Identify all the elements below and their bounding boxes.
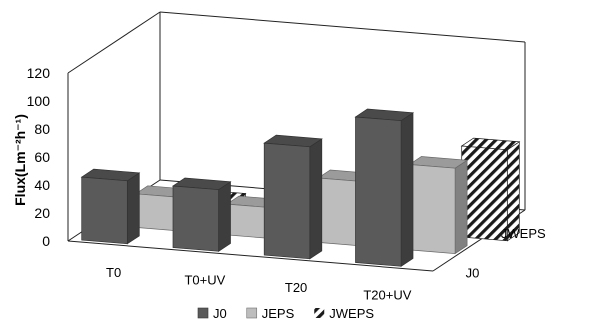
- bars-layer: [80, 108, 521, 267]
- bar-j0-t0-uv: [171, 177, 232, 252]
- legend-swatch-jeps: [246, 307, 258, 319]
- depth-axis-ticks: J0 JWEPS: [466, 226, 546, 280]
- legend: J0 JEPS JWEPS: [197, 306, 374, 321]
- bar-j0-t0: [80, 168, 141, 245]
- y-tick-label: 80: [34, 121, 50, 137]
- side-wall-top-edge: [67, 11, 161, 74]
- back-wall-top-edge: [159, 11, 526, 43]
- legend-label-j0: J0: [213, 306, 227, 321]
- y-tick-label: 40: [34, 177, 50, 193]
- legend-swatch-j0: [197, 307, 209, 319]
- legend-swatch-jweps: [314, 308, 325, 318]
- x-tick-label: T0: [106, 265, 121, 280]
- y-axis-ticks: 0 20 40 60 80 100 120: [27, 65, 51, 249]
- y-tick-label: 20: [34, 205, 50, 221]
- y-tick-label: 0: [42, 233, 50, 249]
- bar-j0-t20-uv: [354, 108, 415, 267]
- legend-label-jweps: JWEPS: [329, 306, 374, 321]
- x-tick-label: T0+UV: [184, 272, 225, 287]
- category-axis-ticks: T0 T0+UV T20 T20+UV: [106, 265, 412, 303]
- floor-front-edge: [67, 240, 434, 272]
- y-tick-label: 100: [27, 93, 51, 109]
- x-tick-label: T20+UV: [363, 287, 411, 302]
- depth-tick-label: J0: [466, 265, 480, 280]
- bar-jeps-t20-uv: [408, 156, 469, 255]
- bar-j0-t20: [263, 134, 323, 260]
- legend-label-jeps: JEPS: [262, 306, 295, 321]
- y-axis-title: Flux(Lm⁻²h⁻¹): [12, 114, 28, 206]
- x-tick-label: T20: [285, 280, 307, 295]
- y-tick-label: 120: [27, 65, 51, 81]
- y-tick-label: 60: [34, 149, 50, 165]
- depth-tick-label: JWEPS: [501, 226, 546, 241]
- bar-jweps-t20-uv: [460, 137, 521, 242]
